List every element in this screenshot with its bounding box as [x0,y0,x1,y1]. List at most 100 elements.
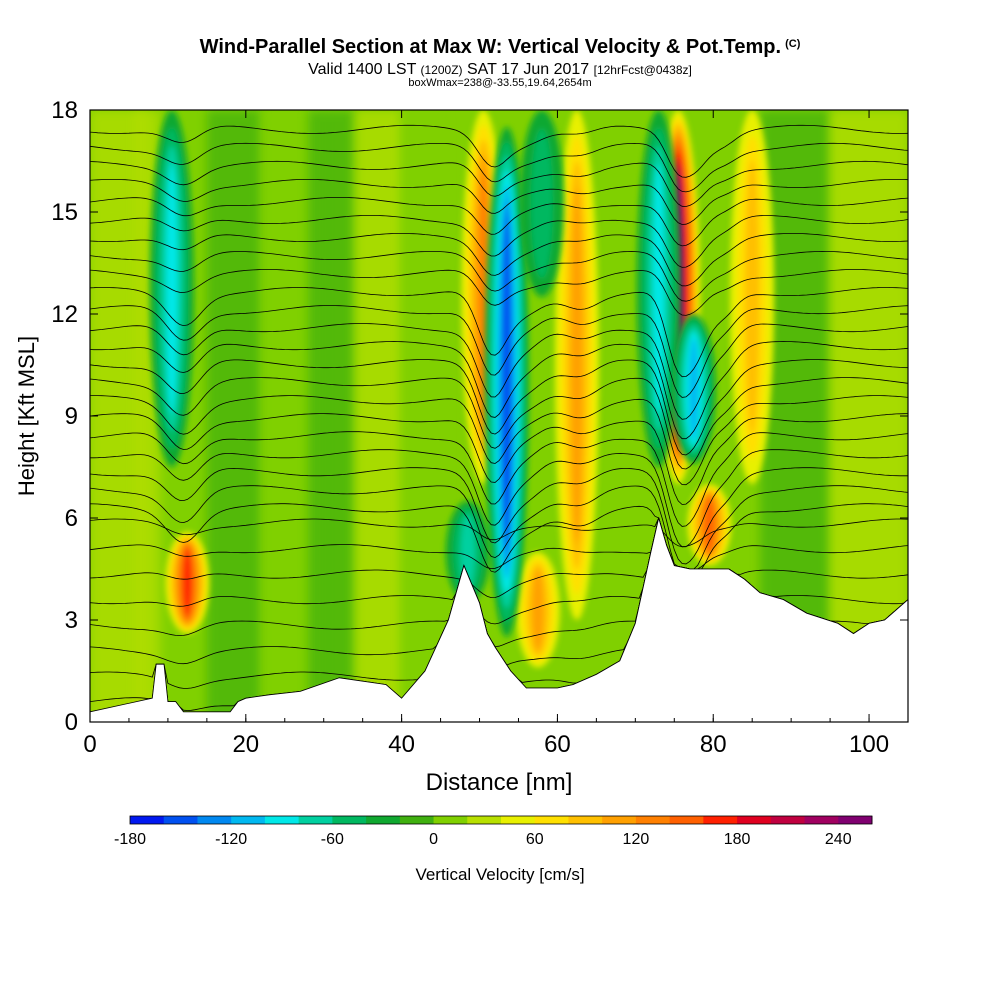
x-tick-label: 100 [849,731,889,758]
theta-contour-5 [90,517,908,599]
colorbar-swatch [467,816,502,824]
theta-contour-17 [90,341,908,440]
colorbar-tick-label: -120 [215,831,247,848]
theta-contour-27 [90,160,908,207]
colorbar-swatch [264,816,300,824]
colorbar-swatch [703,816,738,824]
y-tick-label: 6 [65,505,78,532]
y-tick-label: 12 [51,301,78,328]
chart-title-text: Wind-Parallel Section at Max W: Vertical… [199,36,782,58]
theta-contour-12 [90,431,908,527]
theta-contour-19 [90,305,908,398]
field-band-0 [90,110,145,722]
colorbar-swatch [534,816,569,824]
field-band-2 [206,110,262,722]
x-tick-label: 40 [388,731,415,758]
theta-contour-8 [90,503,908,573]
updraft-core-level [744,159,760,435]
chart-title: Wind-Parallel Section at Max W: Vertical… [0,36,1000,59]
field-band-6 [401,110,449,722]
theta-contour-20 [90,287,908,378]
updraft-core-3 [554,110,599,620]
theta-contour-29 [90,124,908,178]
theta-contour-9 [90,485,908,570]
x-axis-label: Distance [nm] [426,769,573,796]
colorbar-swatch [568,816,603,824]
colorbar-tick-label: 240 [825,831,852,848]
colorbar-swatch [130,816,165,824]
theta-contour-16 [90,359,908,456]
theta-contour-10 [90,467,908,565]
downdraft-core-level [653,163,665,414]
colorbar-swatch [433,816,468,824]
theta-contour-6 [90,517,908,570]
theta-contour-7 [90,516,908,548]
colorbar-swatch [838,816,873,824]
y-tick-label: 15 [51,199,78,226]
colorbar-swatch [197,816,232,824]
colorbar-swatch [770,816,806,824]
terrain-mask [90,517,908,722]
valid-utc: (1200Z) [420,63,463,77]
theta-contour-14 [90,395,908,486]
box-info: boxWmax=238@-33.55,19.64,2654m [408,77,592,89]
colorbar-tick-label: 120 [623,831,650,848]
updraft-core-level [532,569,544,651]
updraft-core-level [183,549,192,617]
theta-contour-23 [90,233,908,287]
colorbar-swatch [635,816,671,824]
x-tick-label: 0 [83,731,96,758]
y-axis-label: Height [Kft MSL] [14,336,39,496]
downdraft-core-level [502,214,511,550]
x-tick-label: 80 [700,731,727,758]
theta-contour-21 [90,269,908,316]
field-band-5 [354,110,402,722]
colorbar-swatch [669,816,704,824]
downdraft-core-4 [149,110,194,467]
terrain [90,517,908,722]
updraft-core-2 [515,552,560,668]
colorbar-swatch [332,816,367,824]
colorbar-swatch [399,816,435,824]
colorbar-swatch [602,816,637,824]
colorbar: -180 -120 -60 0 60 120 180 240 Vertical Velocity… [114,815,873,884]
y-tick-label: 18 [51,97,78,124]
updraft-core-level [571,186,583,544]
y-tick-label: 3 [65,607,78,634]
x-tick-label: 60 [544,731,571,758]
colorbar-tick-label: 0 [429,831,438,848]
theta-contour-25 [90,197,908,247]
colorbar-swatch [501,816,536,824]
colorbar-tick-label: -180 [114,831,146,848]
copyright-mark: (C) [785,38,801,50]
downdraft-core-level [530,128,553,279]
downdraft-core-level [166,163,178,414]
theta-contour-26 [90,179,908,225]
colorbar-tick-label: 60 [526,831,544,848]
downdraft-core-2 [636,110,681,467]
colorbar-frame [129,815,873,825]
theta-contour-28 [90,142,908,193]
colorbar-swatch [298,816,333,824]
y-tick-label: 0 [65,709,78,736]
theta-contour-18 [90,323,908,420]
colorbar-swatch [231,816,266,824]
colorbar-swatch [804,816,839,824]
valid-date: SAT 17 Jun 2017 [467,61,590,78]
x-tick-label: 20 [232,731,259,758]
colorbar-swatch [366,816,401,824]
field-band-4 [308,110,355,722]
theta-contour-24 [90,215,908,268]
y-tick-label: 9 [65,403,78,430]
axes: 0 20 40 60 80 100 0 3 6 9 12 15 18 Distance [nm] Heigh… [14,97,909,796]
updraft-core-6 [730,110,775,484]
colorbar-tick-label: -60 [321,831,344,848]
theta-contour-22 [90,250,908,302]
updraft-core-0 [165,531,210,634]
colorbar-label: Vertical Velocity [cm/s] [415,865,584,884]
colorbar-tick-label: 180 [724,831,751,848]
valid-time-line: Valid 1400 LST (1200Z) SAT 17 Jun 2017 [… [0,61,1000,79]
theta-contour-15 [90,377,908,470]
theta-contour-11 [90,449,908,548]
